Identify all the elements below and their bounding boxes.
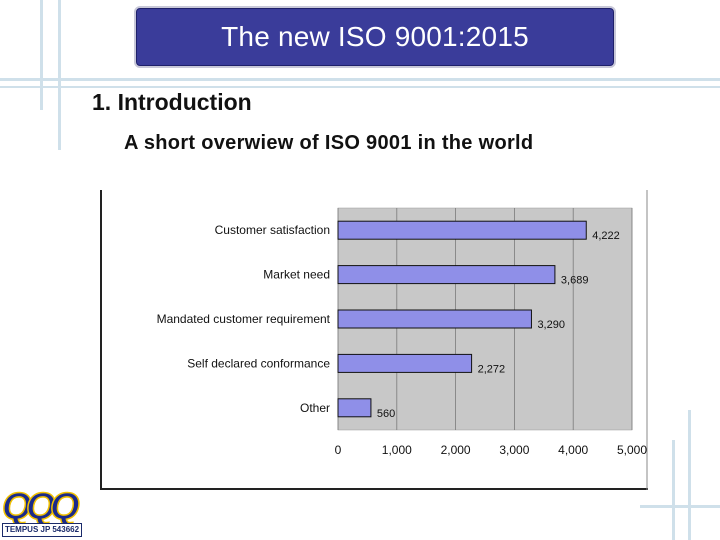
decor-line [58, 0, 61, 150]
bar [337, 220, 587, 240]
svg-text:Q: Q [26, 486, 56, 525]
x-tick-label: 2,000 [441, 443, 471, 457]
x-tick-label: 5,000 [617, 443, 647, 457]
svg-text:Q: Q [50, 486, 80, 525]
section-heading: 1. Introduction [92, 89, 252, 115]
slide-title-banner: The new ISO 9001:2015 [134, 6, 616, 68]
bar-chart-svg: 0 1,000 2,000 3,000 4,000 5,000 Customer satis… [100, 190, 648, 490]
decor-line [0, 86, 720, 88]
category-label: Self declared conformance [187, 356, 330, 370]
logo-caption: TEMPUS JP 543662 [2, 523, 82, 537]
svg-text:Q: Q [2, 486, 32, 525]
bar [337, 353, 473, 373]
decor-line [640, 505, 720, 508]
category-label: Other [300, 401, 330, 415]
decor-line [688, 410, 691, 540]
data-label: 560 [377, 408, 395, 420]
section-subheading: A short overwiew of ISO 9001 in the worl… [124, 132, 534, 154]
data-label: 3,689 [561, 275, 589, 287]
bar [337, 309, 532, 329]
bar-chart: 0 1,000 2,000 3,000 4,000 5,000 Customer satis… [100, 190, 648, 490]
data-label: 4,222 [592, 230, 620, 242]
qqq-logo-icon: Q Q Q [1, 485, 80, 529]
data-label: 2,272 [478, 363, 506, 375]
category-label: Market need [263, 268, 330, 282]
data-label: 3,290 [537, 319, 565, 331]
category-label: Customer satisfaction [215, 223, 330, 237]
tempus-logo: Q Q Q TEMPUS JP 543662 [1, 483, 82, 540]
decor-line [672, 440, 675, 540]
x-tick-label: 0 [335, 443, 342, 457]
bar [337, 398, 372, 418]
category-label: Mandated customer requirement [157, 312, 331, 326]
decor-line [40, 0, 43, 110]
decor-line [0, 78, 720, 81]
x-tick-label: 1,000 [382, 443, 412, 457]
slide-title: The new ISO 9001:2015 [221, 21, 529, 52]
x-tick-label: 3,000 [499, 443, 529, 457]
x-tick-label: 4,000 [558, 443, 588, 457]
bar [337, 265, 556, 285]
